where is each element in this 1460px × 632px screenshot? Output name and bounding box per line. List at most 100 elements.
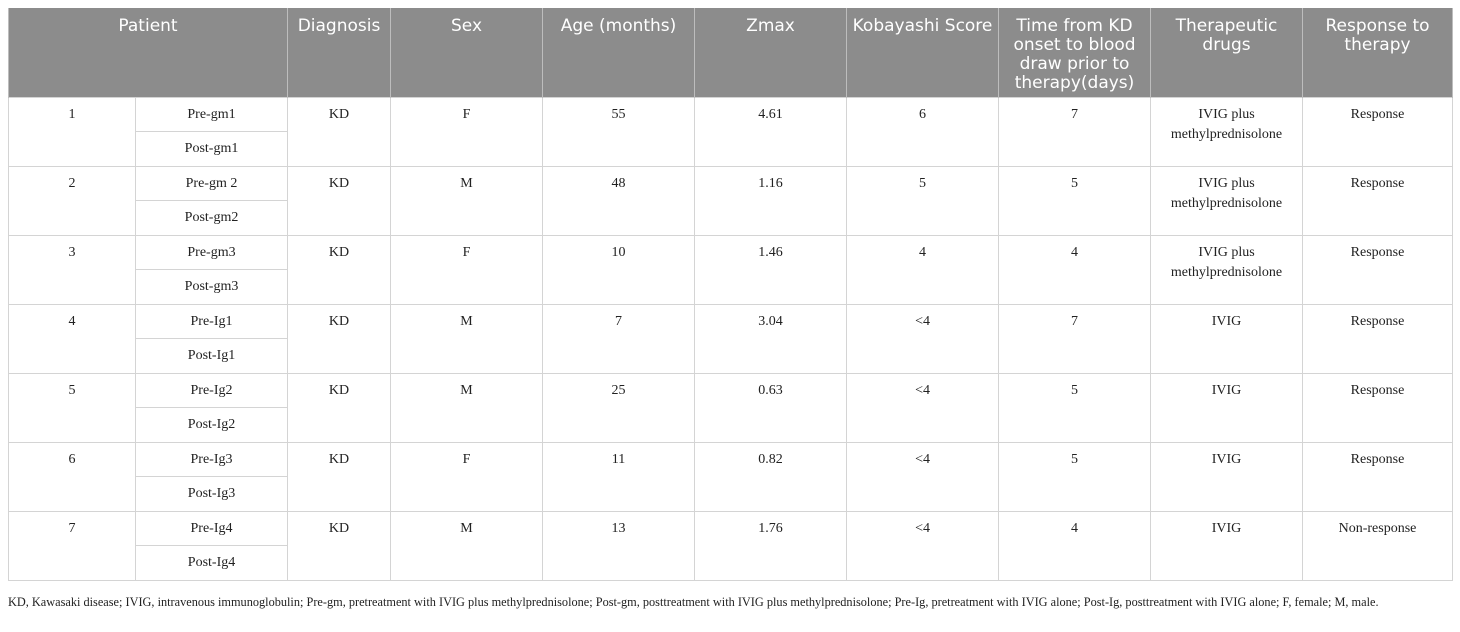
- age-cell: 10: [542, 234, 696, 305]
- time-cell: 4: [998, 510, 1152, 581]
- diagnosis-cell: KD: [287, 303, 392, 374]
- table-row: 7 Pre-Ig4 KD M 13 1.76 <4 4 IVIG Non-res…: [8, 510, 1454, 581]
- header-response: Response to therapy: [1302, 8, 1454, 97]
- table-container: Patient Diagnosis Sex Age (months) Zmax …: [7, 8, 1454, 581]
- zmax-cell: 3.04: [694, 303, 848, 374]
- sample-pre: Pre-gm1: [134, 96, 289, 132]
- table-row: Post-Ig3: [9, 475, 1453, 512]
- diagnosis-cell: KD: [287, 510, 392, 581]
- response-cell: Non-response: [1302, 510, 1454, 581]
- sample-post: Post-Ig3: [134, 475, 289, 512]
- patient-table: Patient Diagnosis Sex Age (months) Zmax …: [7, 8, 1454, 581]
- patient-id: 5: [8, 372, 136, 443]
- age-cell: 48: [542, 165, 696, 236]
- zmax-cell: 0.63: [694, 372, 848, 443]
- sample-pre: Pre-gm3: [134, 234, 289, 270]
- patient-id: 1: [8, 96, 136, 167]
- sex-cell: F: [390, 96, 544, 167]
- diagnosis-cell: KD: [287, 96, 392, 167]
- header-patient: Patient: [7, 8, 289, 97]
- time-cell: 4: [998, 234, 1152, 305]
- time-cell: 7: [998, 96, 1152, 167]
- table-row: 6 Pre-Ig3 KD F 11 0.82 <4 5 IVIG Respons…: [8, 441, 1454, 512]
- sample-pre: Pre-Ig1: [134, 303, 289, 339]
- diagnosis-cell: KD: [287, 234, 392, 305]
- response-cell: Response: [1302, 165, 1454, 236]
- kobayashi-cell: 6: [846, 96, 1000, 167]
- time-cell: 5: [998, 441, 1152, 512]
- kobayashi-cell: 4: [846, 234, 1000, 305]
- patient-id: 3: [8, 234, 136, 305]
- header-time: Time from KD onset to blood draw prior t…: [998, 8, 1152, 97]
- sample-post: Post-gm2: [134, 199, 289, 236]
- kobayashi-cell: 5: [846, 165, 1000, 236]
- zmax-cell: 1.46: [694, 234, 848, 305]
- response-cell: Response: [1302, 303, 1454, 374]
- header-sex: Sex: [390, 8, 544, 97]
- sample-pre: Pre-Ig3: [134, 441, 289, 477]
- sample-pre: Pre-Ig4: [134, 510, 289, 546]
- response-cell: Response: [1302, 234, 1454, 305]
- patient-id: 2: [8, 165, 136, 236]
- age-cell: 25: [542, 372, 696, 443]
- sex-cell: M: [390, 165, 544, 236]
- kobayashi-cell: <4: [846, 510, 1000, 581]
- sample-post: Post-Ig2: [134, 406, 289, 443]
- sex-cell: F: [390, 441, 544, 512]
- response-cell: Response: [1302, 372, 1454, 443]
- patient-id: 7: [8, 510, 136, 581]
- header-kobayashi: Kobayashi Score: [846, 8, 1000, 97]
- table-row: 2 Pre-gm 2 KD M 48 1.16 5 5 IVIG plus me…: [8, 165, 1454, 236]
- response-cell: Response: [1302, 96, 1454, 167]
- header-zmax: Zmax: [694, 8, 848, 97]
- drugs-cell: IVIG: [1150, 303, 1304, 374]
- age-cell: 13: [542, 510, 696, 581]
- patient-id: 4: [8, 303, 136, 374]
- table-row: Post-gm1: [9, 130, 1453, 167]
- kobayashi-cell: <4: [846, 372, 1000, 443]
- diagnosis-cell: KD: [287, 372, 392, 443]
- table-row: 3 Pre-gm3 KD F 10 1.46 4 4 IVIG plus met…: [8, 234, 1454, 305]
- sample-pre: Pre-gm 2: [134, 165, 289, 201]
- table-footnote: KD, Kawasaki disease; IVIG, intravenous …: [8, 595, 1379, 609]
- sample-post: Post-gm1: [134, 130, 289, 167]
- drugs-cell: IVIG plus methylprednisolone: [1150, 96, 1304, 167]
- drugs-cell: IVIG: [1150, 372, 1304, 443]
- sex-cell: M: [390, 303, 544, 374]
- zmax-cell: 1.76: [694, 510, 848, 581]
- sample-post: Post-Ig1: [134, 337, 289, 374]
- header-diagnosis: Diagnosis: [287, 8, 392, 97]
- kobayashi-cell: <4: [846, 303, 1000, 374]
- sample-post: Post-gm3: [134, 268, 289, 305]
- sex-cell: M: [390, 510, 544, 581]
- table-row: Post-Ig2: [9, 406, 1453, 443]
- header-drugs: Therapeutic drugs: [1150, 8, 1304, 97]
- drugs-cell: IVIG plus methylprednisolone: [1150, 234, 1304, 305]
- age-cell: 11: [542, 441, 696, 512]
- age-cell: 7: [542, 303, 696, 374]
- zmax-cell: 1.16: [694, 165, 848, 236]
- patient-id: 6: [8, 441, 136, 512]
- time-cell: 7: [998, 303, 1152, 374]
- table-row: Post-Ig1: [9, 337, 1453, 374]
- header-age: Age (months): [542, 8, 696, 97]
- drugs-cell: IVIG: [1150, 441, 1304, 512]
- response-cell: Response: [1302, 441, 1454, 512]
- time-cell: 5: [998, 372, 1152, 443]
- sex-cell: M: [390, 372, 544, 443]
- table-row: 1 Pre-gm1 KD F 55 4.61 6 7 IVIG plus met…: [8, 96, 1454, 167]
- time-cell: 5: [998, 165, 1152, 236]
- header-row: Patient Diagnosis Sex Age (months) Zmax …: [7, 8, 1454, 97]
- table-row: Post-Ig4: [9, 544, 1453, 581]
- drugs-cell: IVIG plus methylprednisolone: [1150, 165, 1304, 236]
- table-row: 4 Pre-Ig1 KD M 7 3.04 <4 7 IVIG Response: [8, 303, 1454, 374]
- kobayashi-cell: <4: [846, 441, 1000, 512]
- age-cell: 55: [542, 96, 696, 167]
- table-row: Post-gm2: [9, 199, 1453, 236]
- diagnosis-cell: KD: [287, 165, 392, 236]
- zmax-cell: 4.61: [694, 96, 848, 167]
- sex-cell: F: [390, 234, 544, 305]
- sample-post: Post-Ig4: [134, 544, 289, 581]
- diagnosis-cell: KD: [287, 441, 392, 512]
- drugs-cell: IVIG: [1150, 510, 1304, 581]
